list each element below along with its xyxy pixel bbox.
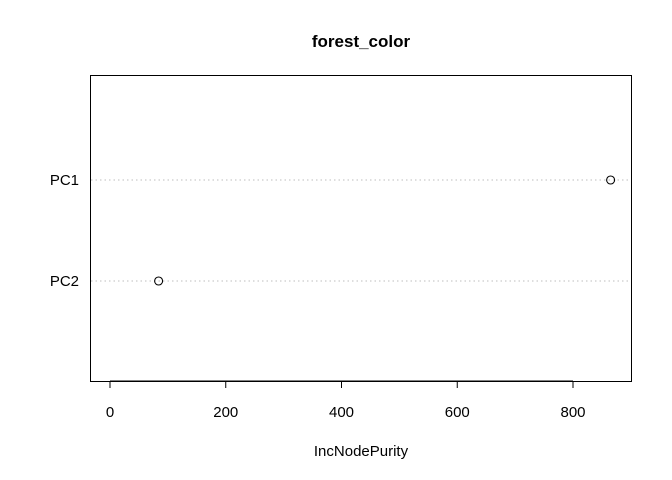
x-tick-label-0: 0 [106,404,114,421]
x-axis: 0 200 400 600 800 [106,380,586,421]
data-point-pc2 [154,276,164,286]
data-point-pc1 [606,175,616,185]
x-tick-label-400: 400 [329,404,354,421]
x-axis-label: IncNodePurity [314,443,409,460]
chart-title: forest_color [312,32,411,51]
category-label-pc1: PC1 [50,172,79,189]
category-labels: PC1 PC2 [50,172,79,290]
x-tick-label-200: 200 [213,404,238,421]
guide-lines [91,179,631,282]
x-ticks: 0 200 400 600 800 [106,381,586,421]
x-tick-label-600: 600 [445,404,470,421]
x-tick-label-800: 800 [560,404,585,421]
plot-frame [90,75,632,382]
data-points [154,175,616,286]
category-label-pc2: PC2 [50,273,79,290]
